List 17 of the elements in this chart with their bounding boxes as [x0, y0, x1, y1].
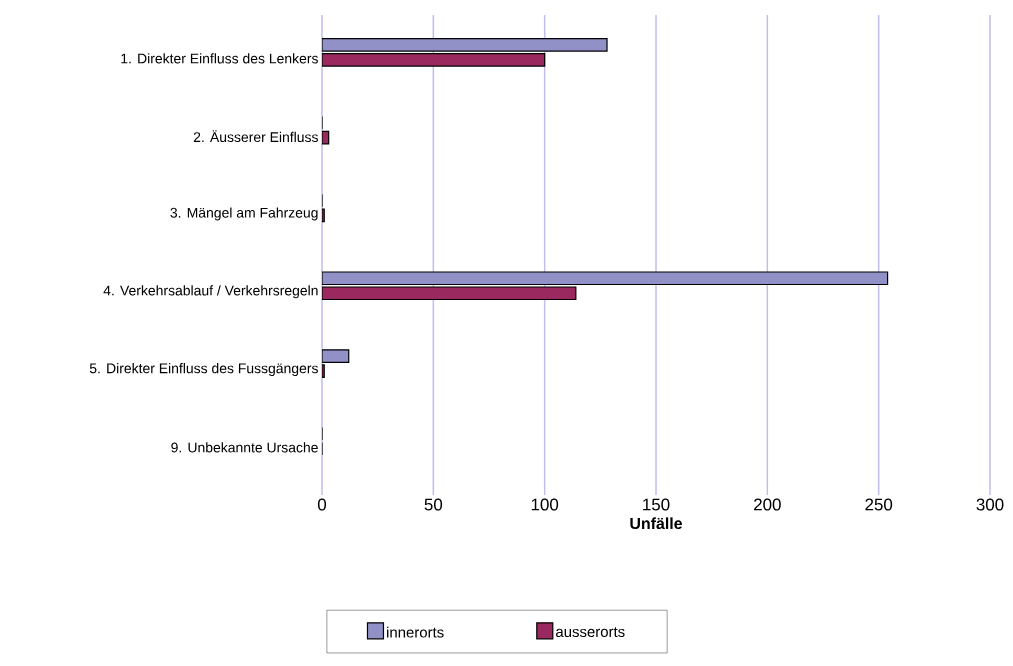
y-tick-label: 9. Unbekannte Ursache	[171, 442, 318, 453]
y-tick-label: 2. Äusserer Einfluss	[193, 130, 318, 143]
legend-label: ausserorts	[556, 627, 625, 638]
x-tick-label: 100	[531, 498, 559, 511]
x-tick-label: 150	[643, 498, 670, 511]
x-tick-label: 250	[865, 498, 893, 511]
x-tick-label: 300	[976, 498, 1004, 511]
x-tick-label: 50	[424, 498, 443, 511]
x-tick-label: 200	[754, 498, 781, 511]
y-tick-label: 3. Mängel am Fahrzeug	[170, 207, 318, 221]
y-tick-label: 5. Direkter Einfluss des Fussgängers	[89, 363, 318, 377]
y-tick-label: 4. Verkehrsablauf / Verkehrsregeln	[103, 285, 318, 299]
bar	[322, 349, 350, 363]
x-axis-title: Unfälle	[630, 517, 683, 530]
x-tick-label: 0	[317, 498, 327, 511]
y-tick-label: 1. Direkter Einfluss des Lenkers	[121, 53, 318, 64]
legend-label: innerorts	[387, 626, 444, 638]
